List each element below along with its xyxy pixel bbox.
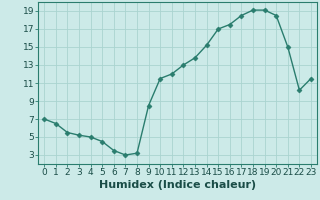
X-axis label: Humidex (Indice chaleur): Humidex (Indice chaleur) bbox=[99, 180, 256, 190]
